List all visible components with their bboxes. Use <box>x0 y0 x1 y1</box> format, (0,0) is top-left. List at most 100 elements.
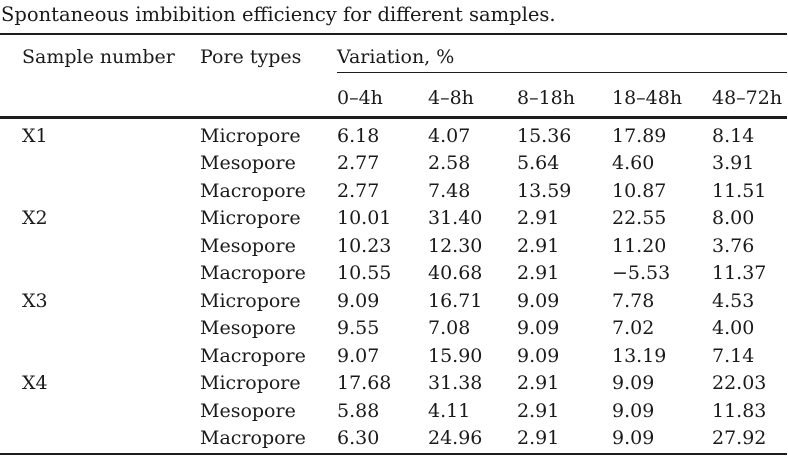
value-cell: 12.30 <box>428 234 483 257</box>
value-cell: 10.55 <box>337 262 392 284</box>
pore-type-cell: Macropore <box>200 179 306 202</box>
value-cell: 9.09 <box>612 399 655 422</box>
pore-type-cell: Macropore <box>200 262 306 284</box>
value-cell: 13.19 <box>612 344 667 367</box>
pore-type-cell: Mesopore <box>200 317 296 339</box>
value-cell: 2.77 <box>337 179 380 202</box>
value-cell: 7.14 <box>712 344 755 367</box>
value-cell: 10.87 <box>612 179 667 202</box>
table-header-rule <box>0 116 787 119</box>
value-cell: 9.07 <box>337 344 380 367</box>
sample-cell: X2 <box>22 207 48 229</box>
value-cell: 4.53 <box>712 289 755 312</box>
sample-cell <box>0 398 200 426</box>
value-cell: 3.91 <box>712 152 755 174</box>
table-bottom-rule <box>0 452 787 455</box>
col-header-8-18h: 8–18h <box>517 87 576 109</box>
value-cell: 15.90 <box>428 344 483 367</box>
col-header-48-72h: 48–72h <box>712 87 783 109</box>
table-caption: Spontaneous imbibition efficiency for di… <box>1 3 556 26</box>
value-cell: 7.08 <box>428 317 471 339</box>
value-cell: 31.40 <box>428 207 483 229</box>
value-cell: 15.36 <box>517 124 572 147</box>
value-cell: 10.01 <box>337 207 392 229</box>
value-cell: 9.09 <box>612 372 655 394</box>
col-header-0-4h: 0–4h <box>337 87 383 109</box>
col-header-sample-number: Sample number <box>22 46 175 68</box>
value-cell: 27.92 <box>712 427 767 449</box>
table-header: Sample number Pore types Variation, % 0–… <box>0 35 787 116</box>
pore-type-cell: Micropore <box>200 207 301 229</box>
value-cell: 40.68 <box>428 262 483 284</box>
pore-type-cell: Micropore <box>200 289 301 312</box>
sample-cell: X1 <box>22 124 48 147</box>
value-cell: 11.37 <box>712 262 767 284</box>
value-cell: 2.91 <box>517 262 560 284</box>
sample-cell <box>0 425 200 453</box>
col-header-18-48h: 18–48h <box>612 87 683 109</box>
value-cell: 4.00 <box>712 317 755 339</box>
value-cell: 2.91 <box>517 207 560 229</box>
value-cell: 22.03 <box>712 372 767 394</box>
sample-cell <box>0 233 200 261</box>
value-cell: 2.91 <box>517 399 560 422</box>
value-cell: 4.07 <box>428 124 471 147</box>
data-table: Sample number Pore types Variation, % 0–… <box>0 33 787 455</box>
col-group-header-variation: Variation, % <box>337 35 787 73</box>
sample-cell <box>0 315 200 343</box>
value-cell: 10.23 <box>337 234 392 257</box>
pore-type-cell: Mesopore <box>200 234 296 257</box>
value-cell: 7.02 <box>612 317 655 339</box>
value-cell: 5.88 <box>337 399 380 422</box>
pore-type-cell: Macropore <box>200 427 306 449</box>
value-cell: 2.91 <box>517 234 560 257</box>
col-header-pore-types: Pore types <box>200 46 302 68</box>
sample-cell <box>0 150 200 178</box>
value-cell: 2.77 <box>337 152 380 174</box>
table-body: X1 Micropore 6.18 4.07 15.36 17.89 8.14 … <box>0 119 787 453</box>
value-cell: 9.09 <box>517 317 560 339</box>
value-cell: 11.83 <box>712 399 767 422</box>
value-cell: 17.89 <box>612 124 667 147</box>
value-cell: 4.60 <box>612 152 655 174</box>
value-cell: 2.91 <box>517 427 560 449</box>
value-cell: 8.14 <box>712 124 755 147</box>
value-cell: 9.55 <box>337 317 380 339</box>
pore-type-cell: Mesopore <box>200 399 296 422</box>
sample-cell <box>0 260 200 288</box>
value-cell: 2.58 <box>428 152 471 174</box>
value-cell: 22.55 <box>612 207 667 229</box>
value-cell: 3.76 <box>712 234 755 257</box>
value-cell: 2.91 <box>517 372 560 394</box>
value-cell: 7.48 <box>428 179 471 202</box>
pore-type-cell: Mesopore <box>200 152 296 174</box>
col-header-4-8h: 4–8h <box>428 87 474 109</box>
pore-type-cell: Macropore <box>200 344 306 367</box>
value-cell: 9.09 <box>337 289 380 312</box>
sample-cell <box>0 178 200 206</box>
value-cell: 6.30 <box>337 427 380 449</box>
sample-cell <box>0 343 200 371</box>
value-cell: 11.20 <box>612 234 667 257</box>
value-cell: 9.09 <box>517 289 560 312</box>
value-cell: 5.64 <box>517 152 560 174</box>
value-cell: 9.09 <box>612 427 655 449</box>
value-cell: 11.51 <box>712 179 767 202</box>
value-cell: 6.18 <box>337 124 380 147</box>
value-cell: 17.68 <box>337 372 392 394</box>
value-cell: 16.71 <box>428 289 483 312</box>
value-cell: 31.38 <box>428 372 483 394</box>
table-top-rule <box>0 33 787 35</box>
pore-type-cell: Micropore <box>200 372 301 394</box>
value-cell: 13.59 <box>517 179 572 202</box>
sample-cell: X4 <box>22 372 48 394</box>
value-cell: 8.00 <box>712 207 755 229</box>
pore-type-cell: Micropore <box>200 124 301 147</box>
value-cell: 7.78 <box>612 289 655 312</box>
value-cell: 24.96 <box>428 427 483 449</box>
value-cell: −5.53 <box>612 262 671 284</box>
value-cell: 4.11 <box>428 399 471 422</box>
value-cell: 9.09 <box>517 344 560 367</box>
sample-cell: X3 <box>22 289 48 312</box>
